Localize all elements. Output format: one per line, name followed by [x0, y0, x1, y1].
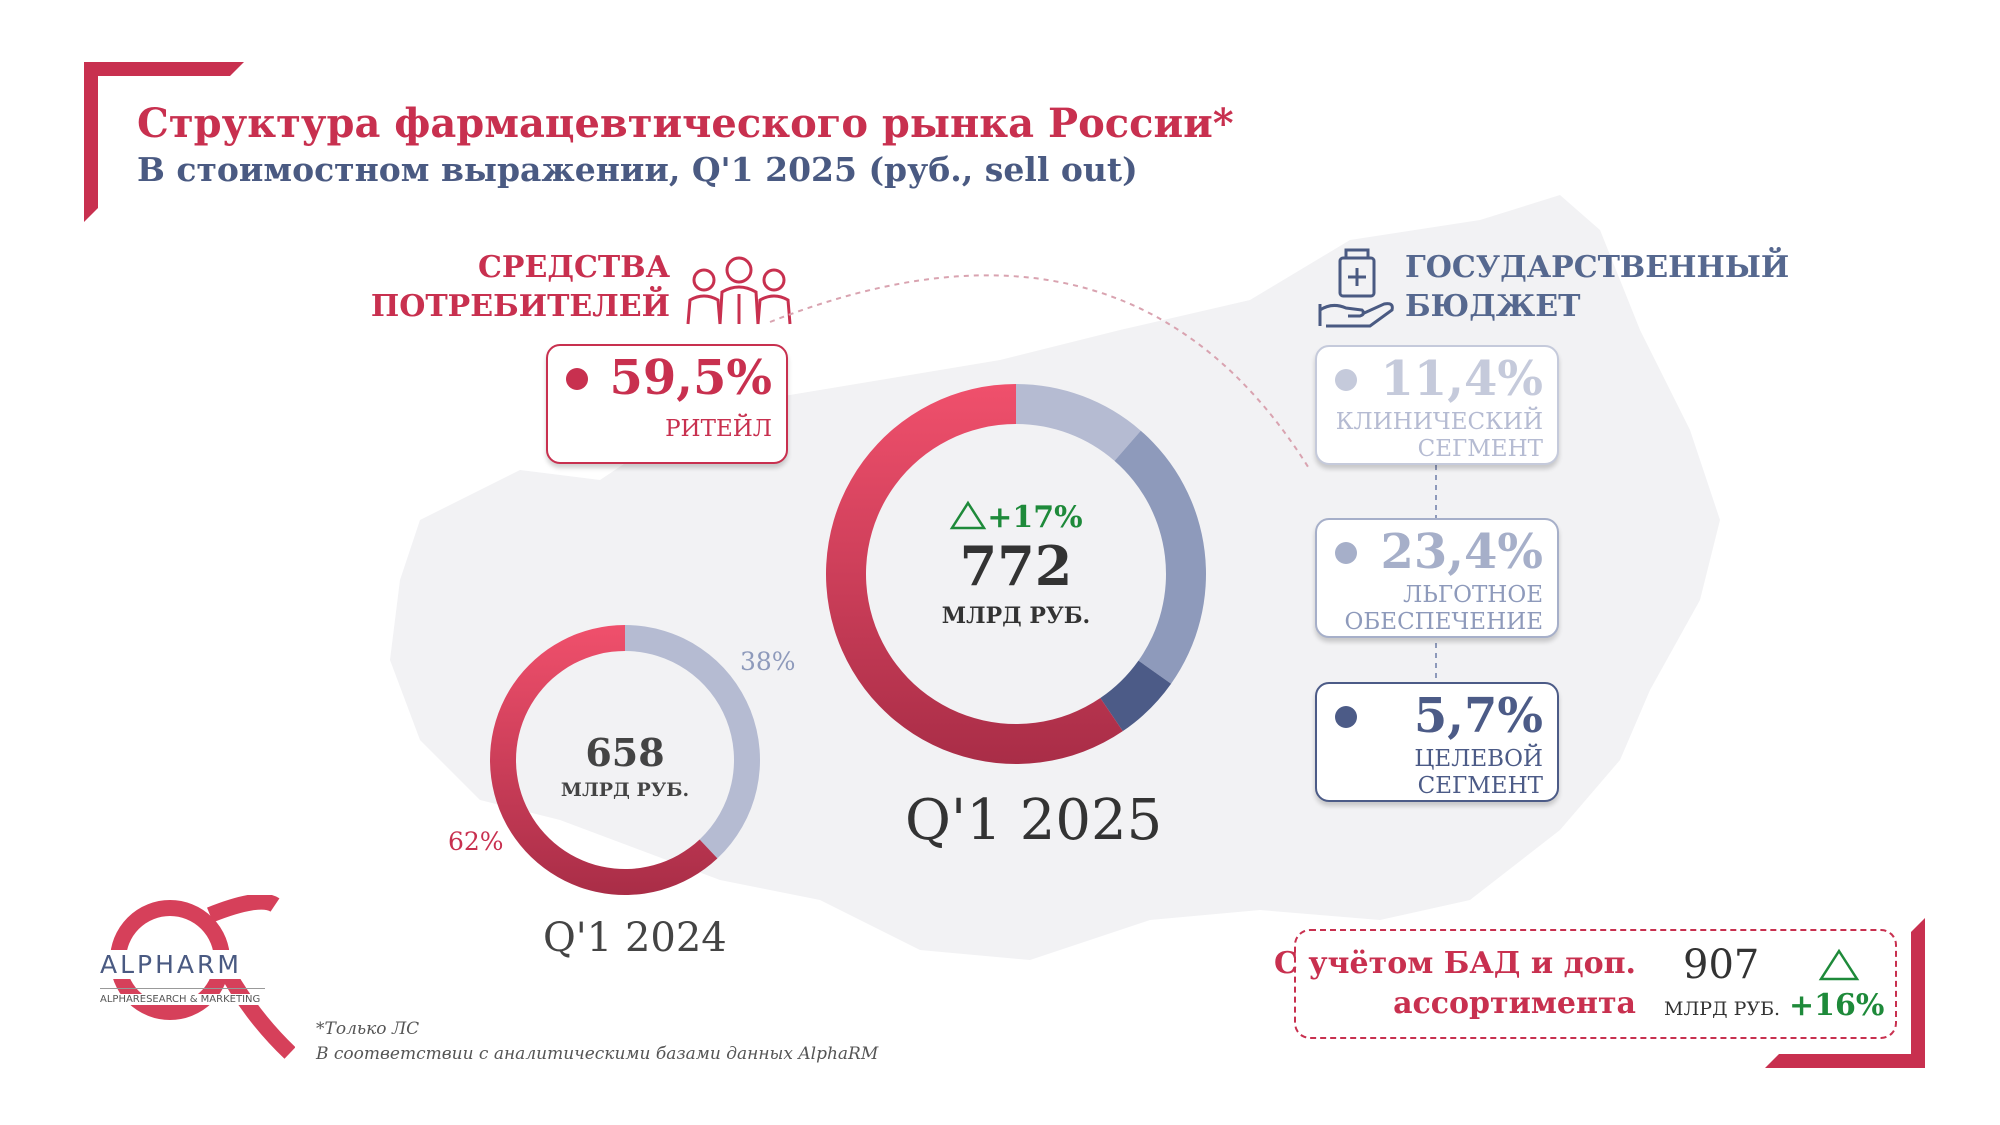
- period-2024: Q'1 2024: [543, 915, 727, 961]
- page-subtitle: В стоимостном выражении, Q'1 2025 (руб.,…: [137, 150, 1138, 189]
- supplements-label-line1: С учётом БАД и доп.: [1274, 946, 1636, 981]
- supplements-value: 907: [1683, 942, 1760, 988]
- growth-2025: +17%: [900, 500, 1132, 535]
- total-2025: 772: [959, 534, 1073, 598]
- donut-slice-клинический-сегмент: [1016, 384, 1141, 461]
- triangle-up-icon: [1818, 948, 1860, 981]
- supplements-box: [1294, 929, 1897, 1039]
- retail-dot: [566, 368, 588, 390]
- benefit-label-line2: ОБЕСПЕЧЕНИЕ: [1344, 609, 1543, 635]
- clinical-label-line1: КЛИНИЧЕСКИЙ: [1335, 409, 1543, 435]
- supplements-label-line2: ассортимента: [1393, 986, 1636, 1021]
- consumer-group-line2: ПОТРЕБИТЕЛЕЙ: [370, 289, 670, 324]
- card-target: 5,7% ЦЕЛЕВОЙ СЕГМЕНТ: [1315, 682, 1559, 802]
- footnote: *Только ЛС В соответствии с аналитически…: [316, 1017, 878, 1067]
- donut-slice-средства-потребителей: [490, 625, 718, 895]
- retail-percent: 59,5%: [609, 350, 772, 406]
- donut-slice-целевой-сегмент: [1100, 660, 1172, 732]
- page-title: Структура фармацевтического рынка России…: [137, 100, 1234, 147]
- state-group-line1: ГОСУДАРСТВЕННЫЙ: [1405, 250, 1790, 285]
- donut-2025-center: +17% 772 МЛРД РУБ.: [900, 500, 1132, 629]
- donut-slice-льготное-обеспечение: [1114, 430, 1206, 684]
- benefit-dot: [1335, 542, 1357, 564]
- unit-2024: МЛРД РУБ.: [560, 779, 690, 801]
- alpharm-logo-icon: [110, 895, 295, 1059]
- donut-2024-center: 658 МЛРД РУБ.: [545, 730, 705, 801]
- clinical-label: КЛИНИЧЕСКИЙ СЕГМЕНТ: [1336, 409, 1543, 463]
- logo-divider: [100, 988, 265, 989]
- donut-chart-q1-2024: [490, 625, 760, 895]
- supplements-unit: МЛРД РУБ.: [1664, 998, 1781, 1020]
- card-clinical: 11,4% КЛИНИЧЕСКИЙ СЕГМЕНТ: [1315, 345, 1559, 465]
- unit-2025: МЛРД РУБ.: [941, 603, 1091, 629]
- footnote-line2: В соответствии с аналитическими базами д…: [316, 1044, 879, 1064]
- donut-slice-государственный-бюджет: [625, 625, 760, 859]
- target-dot: [1335, 706, 1357, 728]
- state-group-line2: БЮДЖЕТ: [1405, 289, 1581, 324]
- retail-label: РИТЕЙЛ: [665, 416, 772, 442]
- supplements-label: С учётом БАД и доп. ассортимента: [1274, 944, 1636, 1024]
- triangle-up-icon: [950, 500, 987, 530]
- benefit-label: ЛЬГОТНОЕ ОБЕСПЕЧЕНИЕ: [1345, 582, 1543, 636]
- people-icon: [686, 256, 792, 325]
- consumer-group-heading: СРЕДСТВА ПОТРЕБИТЕЛЕЙ: [371, 248, 670, 326]
- clinical-dot: [1335, 369, 1357, 391]
- target-label-line1: ЦЕЛЕВОЙ: [1414, 746, 1543, 772]
- card-retail: 59,5% РИТЕЙЛ: [546, 344, 788, 464]
- card-benefit: 23,4% ЛЬГОТНОЕ ОБЕСПЕЧЕНИЕ: [1315, 518, 1559, 638]
- target-label-line2: СЕГМЕНТ: [1417, 773, 1543, 799]
- footnote-line1: *Только ЛС: [316, 1019, 420, 1039]
- period-2025: Q'1 2025: [905, 788, 1163, 853]
- consumer-group-line1: СРЕДСТВА: [478, 250, 670, 285]
- donut-chart-q1-2025: [826, 384, 1206, 764]
- target-label: ЦЕЛЕВОЙ СЕГМЕНТ: [1414, 746, 1543, 800]
- benefit-label-line1: ЛЬГОТНОЕ: [1403, 582, 1543, 608]
- clinical-percent: 11,4%: [1380, 351, 1543, 407]
- logo-name: ALPHARM: [100, 950, 265, 979]
- growth-2025-value: +17%: [987, 500, 1083, 535]
- benefit-percent: 23,4%: [1380, 524, 1543, 580]
- total-2024: 658: [585, 730, 665, 775]
- logo-tagline: ALPHARESEARCH & MARKETING: [100, 994, 261, 1005]
- clinical-label-line2: СЕГМЕНТ: [1417, 436, 1543, 462]
- state-group-heading: ГОСУДАРСТВЕННЫЙ БЮДЖЕТ: [1405, 248, 1789, 326]
- donut-slice-ритейл: [826, 384, 1123, 764]
- target-percent: 5,7%: [1413, 688, 1543, 744]
- share-2024-consumer: 62%: [448, 827, 504, 856]
- share-2024-state: 38%: [740, 647, 796, 676]
- medicine-hand-icon: [1318, 248, 1394, 328]
- supplements-growth: +16%: [1789, 988, 1885, 1023]
